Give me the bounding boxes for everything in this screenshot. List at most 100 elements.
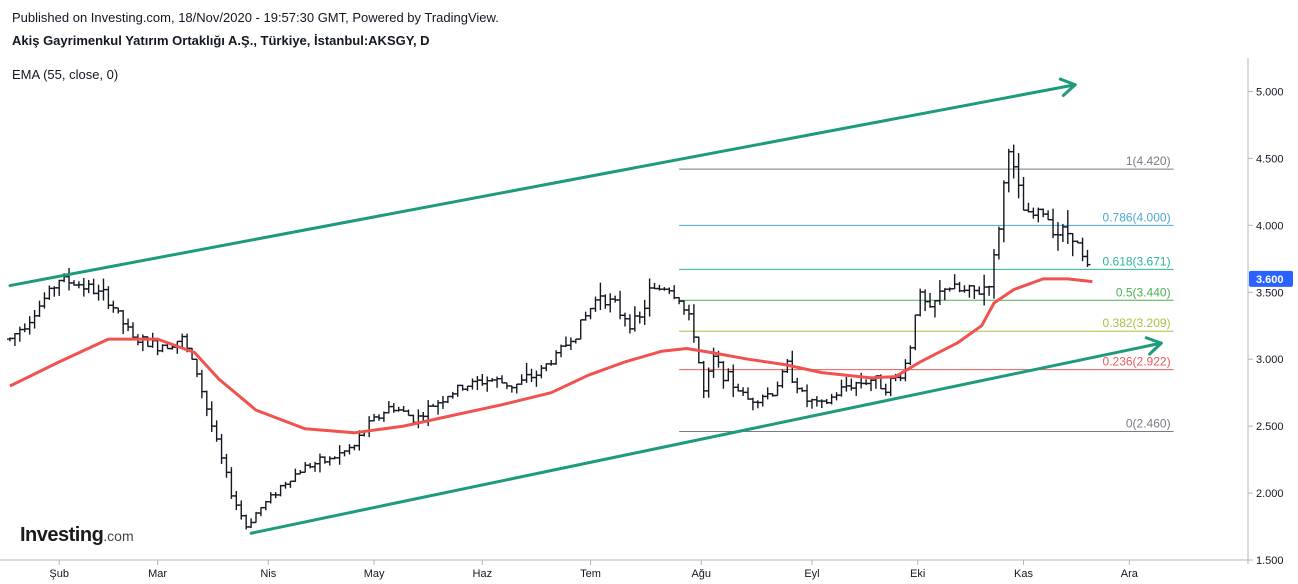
ohlc-bar xyxy=(981,274,988,306)
ohlc-bar xyxy=(838,379,845,397)
ohlc-bar xyxy=(31,310,38,329)
time-tick-label: Mar xyxy=(148,568,167,580)
time-tick-label: Şub xyxy=(49,568,69,580)
ohlc-bar xyxy=(302,462,309,473)
ohlc-bar xyxy=(405,409,412,417)
time-tick-label: Nis xyxy=(260,568,276,580)
price-tick-label: 2.500 xyxy=(1256,421,1284,433)
ohlc-bar xyxy=(307,462,314,469)
ohlc-bar xyxy=(941,288,948,301)
time-tick-label: Eki xyxy=(910,568,925,580)
ohlc-bar xyxy=(745,387,751,400)
ohlc-bar xyxy=(233,491,240,511)
trend-arrowhead xyxy=(1058,77,1077,98)
last-price-badge-label: 3.600 xyxy=(1256,274,1284,286)
ema-indicator-label[interactable]: EMA (55, close, 0) xyxy=(12,67,119,82)
ohlc-bar xyxy=(1020,177,1027,211)
fib-level-label: 1(4.420) xyxy=(1126,154,1171,168)
ohlc-bar xyxy=(499,375,505,384)
ohlc-bar xyxy=(592,296,599,312)
price-tick-label: 5.000 xyxy=(1256,86,1284,98)
ohlc-bar xyxy=(1069,232,1076,257)
ohlc-bar xyxy=(641,299,648,325)
ohlc-bar xyxy=(223,453,230,478)
ohlc-bar xyxy=(779,369,786,389)
ohlc-bar xyxy=(749,397,756,411)
ohlc-bar xyxy=(469,378,476,390)
ohlc-bar xyxy=(90,278,97,295)
ohlc-bar xyxy=(26,316,33,335)
price-tick-label: 1.500 xyxy=(1256,555,1284,567)
ohlc-bar xyxy=(567,337,574,350)
ohlc-bar xyxy=(46,285,53,300)
ohlc-bar xyxy=(685,304,692,321)
ohlc-bar xyxy=(887,377,894,397)
ohlc-bar xyxy=(626,314,633,334)
ohlc-bar xyxy=(513,383,520,394)
ohlc-bar xyxy=(21,323,28,333)
ohlc-bar xyxy=(882,383,889,396)
ohlc-bar xyxy=(646,278,653,317)
ohlc-bar xyxy=(36,300,43,317)
time-axis: Şub Mar Nis May Haz Tem Ağu Eyl Eki Kas Ara xyxy=(0,559,1248,580)
ohlc-bar xyxy=(961,285,968,293)
ohlc-bar xyxy=(966,284,973,298)
ohlc-bar xyxy=(912,314,919,351)
ohlc-bar xyxy=(936,280,943,306)
ohlc-bar xyxy=(528,368,535,382)
logo-suffix: .com xyxy=(103,528,134,544)
time-tick-label: Eyl xyxy=(804,568,819,580)
ohlc-bar xyxy=(853,381,860,396)
ohlc-bar xyxy=(110,300,117,313)
price-tick-label: 4.000 xyxy=(1256,220,1284,232)
price-tick-label: 2.000 xyxy=(1256,488,1284,500)
ohlc-bar xyxy=(41,292,48,309)
ohlc-bar xyxy=(538,365,545,379)
trend-line-segment xyxy=(249,341,1163,535)
symbol-title: Akiş Gayrimenkul Yatırım Ortaklığı A.Ş.,… xyxy=(12,33,430,48)
ohlc-bar xyxy=(1064,210,1071,244)
ohlc-bar xyxy=(700,360,707,399)
ohlc-bar xyxy=(267,492,274,504)
ohlc-bar xyxy=(292,468,299,482)
ohlc-bar xyxy=(316,453,323,473)
ohlc-bar xyxy=(1050,208,1057,239)
ohlc-bar xyxy=(454,384,461,397)
ohlc-bar xyxy=(828,393,835,405)
ohlc-bar xyxy=(1030,207,1037,219)
fib-level-label: 0.5(3.440) xyxy=(1116,285,1171,299)
fib-level-label: 0(2.460) xyxy=(1126,416,1171,430)
price-tick-label: 4.500 xyxy=(1256,153,1284,165)
ohlc-bar xyxy=(390,403,397,413)
ohlc-bar xyxy=(120,310,127,335)
time-tick-label: Haz xyxy=(473,568,493,580)
ohlc-bar xyxy=(548,359,555,366)
ohlc-bar xyxy=(720,361,727,389)
fib-level-label: 0.382(3.209) xyxy=(1103,316,1171,330)
ohlc-bar xyxy=(1005,148,1012,193)
ohlc-bar xyxy=(66,267,73,291)
ohlc-bar xyxy=(631,306,638,332)
ohlc-bar xyxy=(995,226,1002,260)
ohlc-bar xyxy=(577,319,584,340)
ohlc-bar xyxy=(484,376,491,392)
ohlc-bar xyxy=(848,378,855,391)
price-tick-label: 3.000 xyxy=(1256,354,1284,366)
ema-line xyxy=(9,277,1093,435)
ohlc-bar xyxy=(95,284,102,301)
ohlc-bar xyxy=(11,332,18,347)
time-tick-label: Ara xyxy=(1121,568,1139,580)
trend-line-upper xyxy=(8,77,1077,288)
ohlc-bar xyxy=(991,249,997,299)
ohlc-bar xyxy=(130,322,136,339)
ohlc-bar xyxy=(228,467,235,499)
ohlc-bar xyxy=(951,274,958,290)
ohlc-bar xyxy=(533,370,540,387)
logo-brand: Investing xyxy=(20,524,104,546)
ohlc-bar xyxy=(1084,249,1091,267)
ohlc-bar xyxy=(740,387,747,397)
ohlc-bar xyxy=(80,278,87,297)
fib-level-label: 0.236(2.922) xyxy=(1103,355,1171,369)
ohlc-bar xyxy=(257,506,264,517)
